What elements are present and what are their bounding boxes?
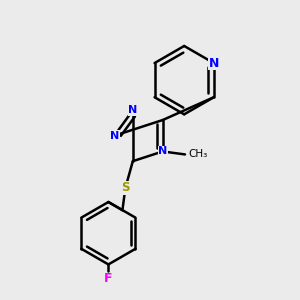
Text: N: N <box>208 57 219 70</box>
Text: CH₃: CH₃ <box>189 149 208 159</box>
Text: F: F <box>104 272 112 285</box>
Text: S: S <box>121 182 130 194</box>
Text: N: N <box>110 131 119 141</box>
Text: N: N <box>128 105 137 115</box>
Text: N: N <box>158 146 167 157</box>
